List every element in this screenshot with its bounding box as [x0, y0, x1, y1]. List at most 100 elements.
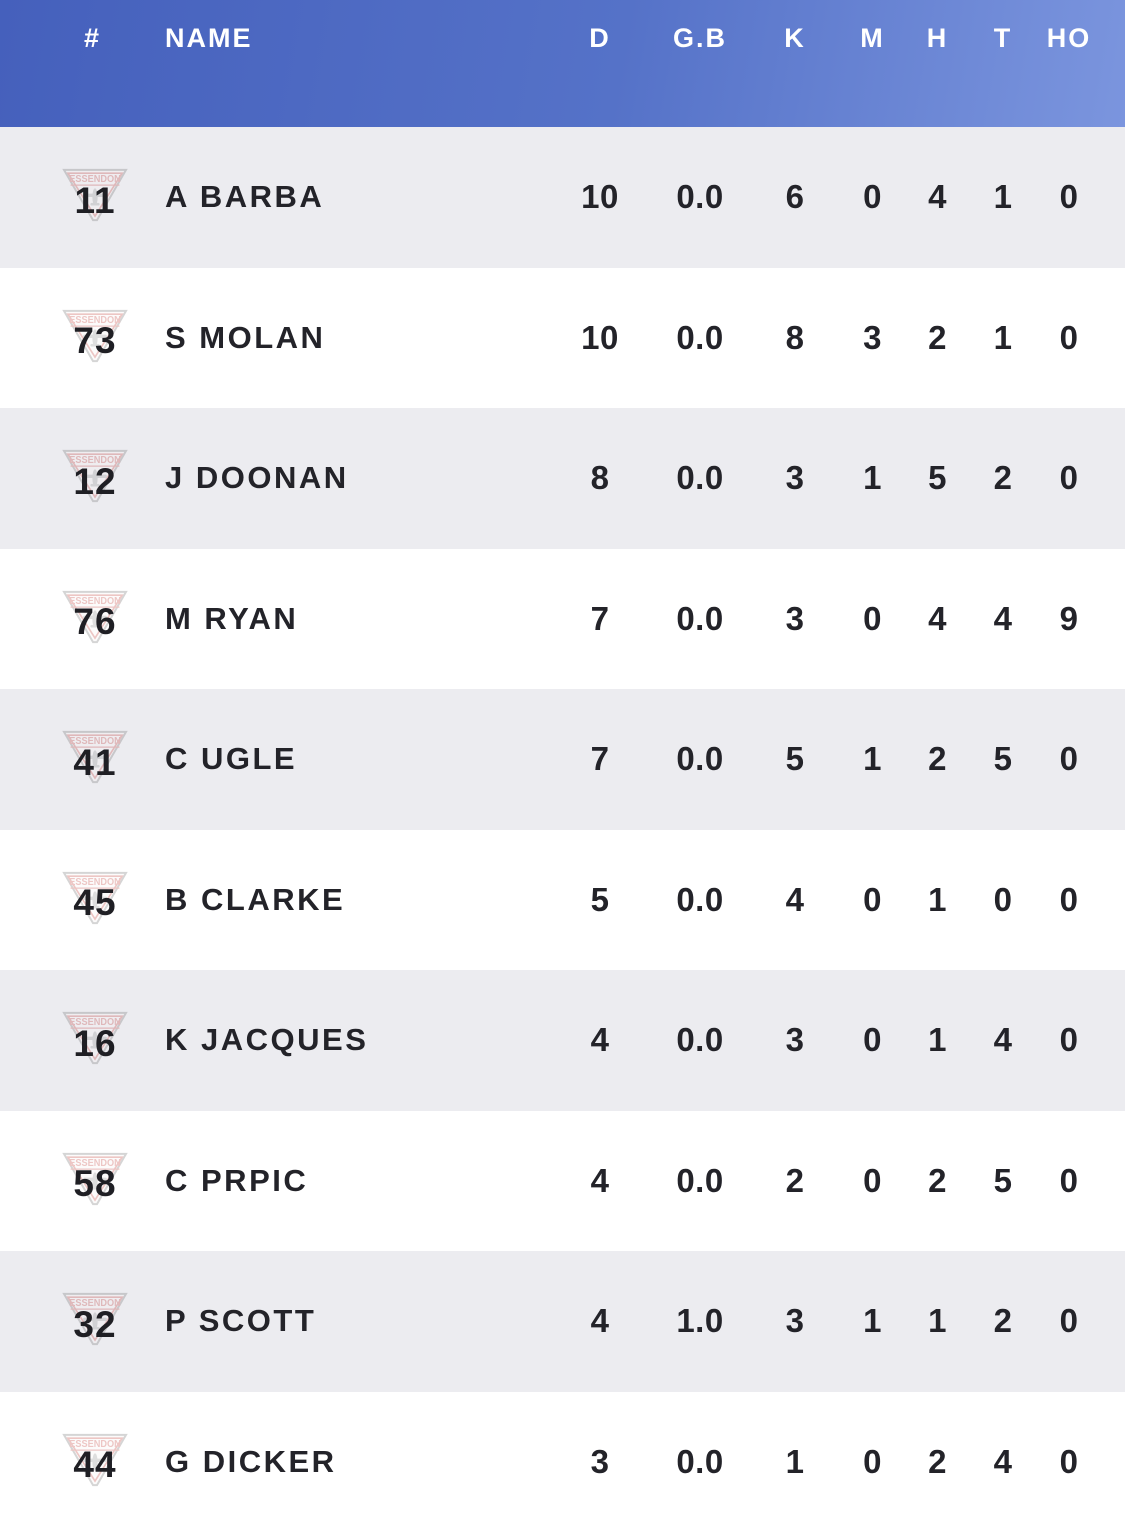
player-number: 76: [73, 601, 117, 643]
svg-text:ESSENDON: ESSENDON: [69, 1158, 120, 1169]
stat-hitouts: 0: [1059, 1161, 1079, 1199]
essendon-crest-icon: ESSENDON: [62, 590, 128, 643]
column-header-tackles: T: [993, 23, 1013, 53]
stat-hitouts: 0: [1059, 1021, 1079, 1059]
stat-goals-behinds: 0.0: [676, 318, 724, 356]
team-crest-badge: ESSENDON 41: [62, 726, 128, 792]
stat-tackles: 5: [993, 740, 1013, 778]
stat-disposals: 3: [590, 1442, 610, 1480]
stat-tackles: 2: [993, 1302, 1013, 1340]
stat-goals-behinds: 0.0: [676, 1442, 724, 1480]
essendon-crest-icon: ESSENDON: [62, 1152, 128, 1205]
stat-tackles: 1: [993, 178, 1013, 216]
player-number-cell: ESSENDON 12: [0, 408, 165, 549]
svg-text:ESSENDON: ESSENDON: [69, 736, 120, 747]
stat-goals-behinds: 0.0: [676, 178, 724, 216]
table-row[interactable]: ESSENDON 44 G DICKER 3 0.0 1 0 2 4 0: [0, 1391, 1125, 1532]
stat-kicks: 8: [785, 318, 805, 356]
player-number-cell: ESSENDON 58: [0, 1111, 165, 1252]
stat-hitouts: 0: [1059, 740, 1079, 778]
table-row[interactable]: ESSENDON 12 J DOONAN 8 0.0 3 1 5 2 0: [0, 408, 1125, 549]
svg-text:ESSENDON: ESSENDON: [69, 174, 120, 185]
team-crest-badge: ESSENDON 45: [62, 867, 128, 933]
player-number-cell: ESSENDON 16: [0, 970, 165, 1111]
table-row[interactable]: ESSENDON 41 C UGLE 7 0.0 5 1 2 5 0: [0, 689, 1125, 830]
table-row[interactable]: ESSENDON 11 A BARBA 10 0.0 6 0 4 1 0: [0, 127, 1125, 268]
stat-tackles: 0: [993, 880, 1013, 918]
column-header-handballs: H: [926, 23, 949, 53]
player-name: G DICKER: [165, 1443, 337, 1479]
svg-text:ESSENDON: ESSENDON: [69, 877, 120, 888]
stat-goals-behinds: 0.0: [676, 1021, 724, 1059]
table-row[interactable]: ESSENDON 73 S MOLAN 10 0.0 8 3 2 1 0: [0, 267, 1125, 408]
stat-goals-behinds: 1.0: [676, 1302, 724, 1340]
svg-text:ESSENDON: ESSENDON: [69, 1439, 120, 1450]
stat-handballs: 2: [928, 740, 947, 778]
stat-kicks: 3: [785, 1021, 805, 1059]
stat-marks: 3: [863, 318, 882, 356]
stat-marks: 0: [863, 1021, 882, 1059]
stat-tackles: 4: [993, 1021, 1013, 1059]
stat-handballs: 1: [928, 880, 947, 918]
stat-handballs: 2: [928, 318, 947, 356]
stat-marks: 1: [863, 740, 882, 778]
stat-hitouts: 0: [1059, 1442, 1079, 1480]
player-number-cell: ESSENDON 41: [0, 689, 165, 830]
player-number: 58: [73, 1163, 117, 1205]
svg-text:ESSENDON: ESSENDON: [69, 596, 120, 607]
stat-hitouts: 9: [1059, 599, 1079, 637]
player-number: 45: [73, 882, 117, 924]
table-row[interactable]: ESSENDON 16 K JACQUES 4 0.0 3 0 1 4 0: [0, 970, 1125, 1111]
stat-kicks: 2: [785, 1161, 805, 1199]
team-crest-badge: ESSENDON 12: [62, 445, 128, 511]
essendon-crest-icon: ESSENDON: [62, 1293, 128, 1346]
player-number-cell: ESSENDON 45: [0, 830, 165, 971]
stat-kicks: 5: [785, 740, 805, 778]
team-crest-badge: ESSENDON 58: [62, 1148, 128, 1214]
essendon-crest-icon: ESSENDON: [62, 1012, 128, 1065]
player-name: C PRPIC: [165, 1162, 309, 1198]
team-crest-badge: ESSENDON 44: [62, 1429, 128, 1495]
stat-handballs: 1: [928, 1021, 947, 1059]
stat-tackles: 5: [993, 1161, 1013, 1199]
table-row[interactable]: ESSENDON 58 C PRPIC 4 0.0 2 0 2 5 0: [0, 1110, 1125, 1252]
stat-disposals: 7: [590, 599, 610, 637]
team-crest-badge: ESSENDON 32: [62, 1288, 128, 1354]
stat-disposals: 4: [590, 1302, 610, 1340]
svg-text:ESSENDON: ESSENDON: [69, 1298, 120, 1309]
player-number-cell: ESSENDON 44: [0, 1392, 165, 1532]
stat-hitouts: 0: [1059, 1302, 1079, 1340]
column-header-disposals: D: [589, 23, 611, 53]
player-number: 32: [73, 1303, 117, 1345]
svg-text:ESSENDON: ESSENDON: [69, 315, 120, 326]
stat-hitouts: 0: [1059, 318, 1079, 356]
table-row[interactable]: ESSENDON 45 B CLARKE 5 0.0 4 0 1 0 0: [0, 829, 1125, 971]
stat-handballs: 1: [928, 1302, 947, 1340]
player-number: 41: [73, 741, 117, 783]
team-crest-badge: ESSENDON 11: [62, 164, 128, 230]
stat-goals-behinds: 0.0: [676, 880, 724, 918]
column-header-name: NAME: [165, 23, 253, 53]
column-header-marks: M: [860, 23, 885, 53]
player-name: B CLARKE: [165, 881, 346, 917]
stat-kicks: 3: [785, 599, 805, 637]
column-header-number: #: [84, 23, 102, 53]
table-row[interactable]: ESSENDON 32 P SCOTT 4 1.0 3 1 1 2 0: [0, 1251, 1125, 1392]
stat-hitouts: 0: [1059, 459, 1079, 497]
stat-hitouts: 0: [1059, 880, 1079, 918]
stat-marks: 1: [863, 459, 882, 497]
stat-goals-behinds: 0.0: [676, 1161, 724, 1199]
stat-kicks: 6: [785, 178, 805, 216]
stat-handballs: 4: [928, 178, 947, 216]
column-header-goals-behinds: G.B: [672, 23, 727, 53]
stat-handballs: 2: [928, 1161, 947, 1199]
stat-kicks: 3: [785, 459, 805, 497]
stat-kicks: 3: [785, 1302, 805, 1340]
stat-disposals: 4: [590, 1161, 610, 1199]
svg-text:ESSENDON: ESSENDON: [69, 455, 120, 466]
stat-tackles: 4: [993, 599, 1013, 637]
stat-marks: 0: [863, 1161, 882, 1199]
table-body: ESSENDON 11 A BARBA 10 0.0 6 0 4 1 0: [0, 127, 1125, 1532]
player-name: M RYAN: [165, 600, 299, 636]
table-row[interactable]: ESSENDON 76 M RYAN 7 0.0 3 0 4 4 9: [0, 548, 1125, 689]
